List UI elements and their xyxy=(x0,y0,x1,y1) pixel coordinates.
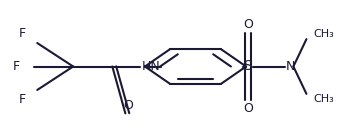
Text: O: O xyxy=(243,102,252,115)
Text: F: F xyxy=(13,60,20,73)
Text: O: O xyxy=(243,18,252,31)
Text: S: S xyxy=(243,59,252,74)
Text: F: F xyxy=(19,27,26,40)
Text: F: F xyxy=(19,93,26,106)
Text: HN: HN xyxy=(142,60,161,73)
Text: O: O xyxy=(124,99,134,112)
Text: N: N xyxy=(286,60,295,73)
Text: CH₃: CH₃ xyxy=(313,29,334,39)
Text: CH₃: CH₃ xyxy=(313,94,334,104)
